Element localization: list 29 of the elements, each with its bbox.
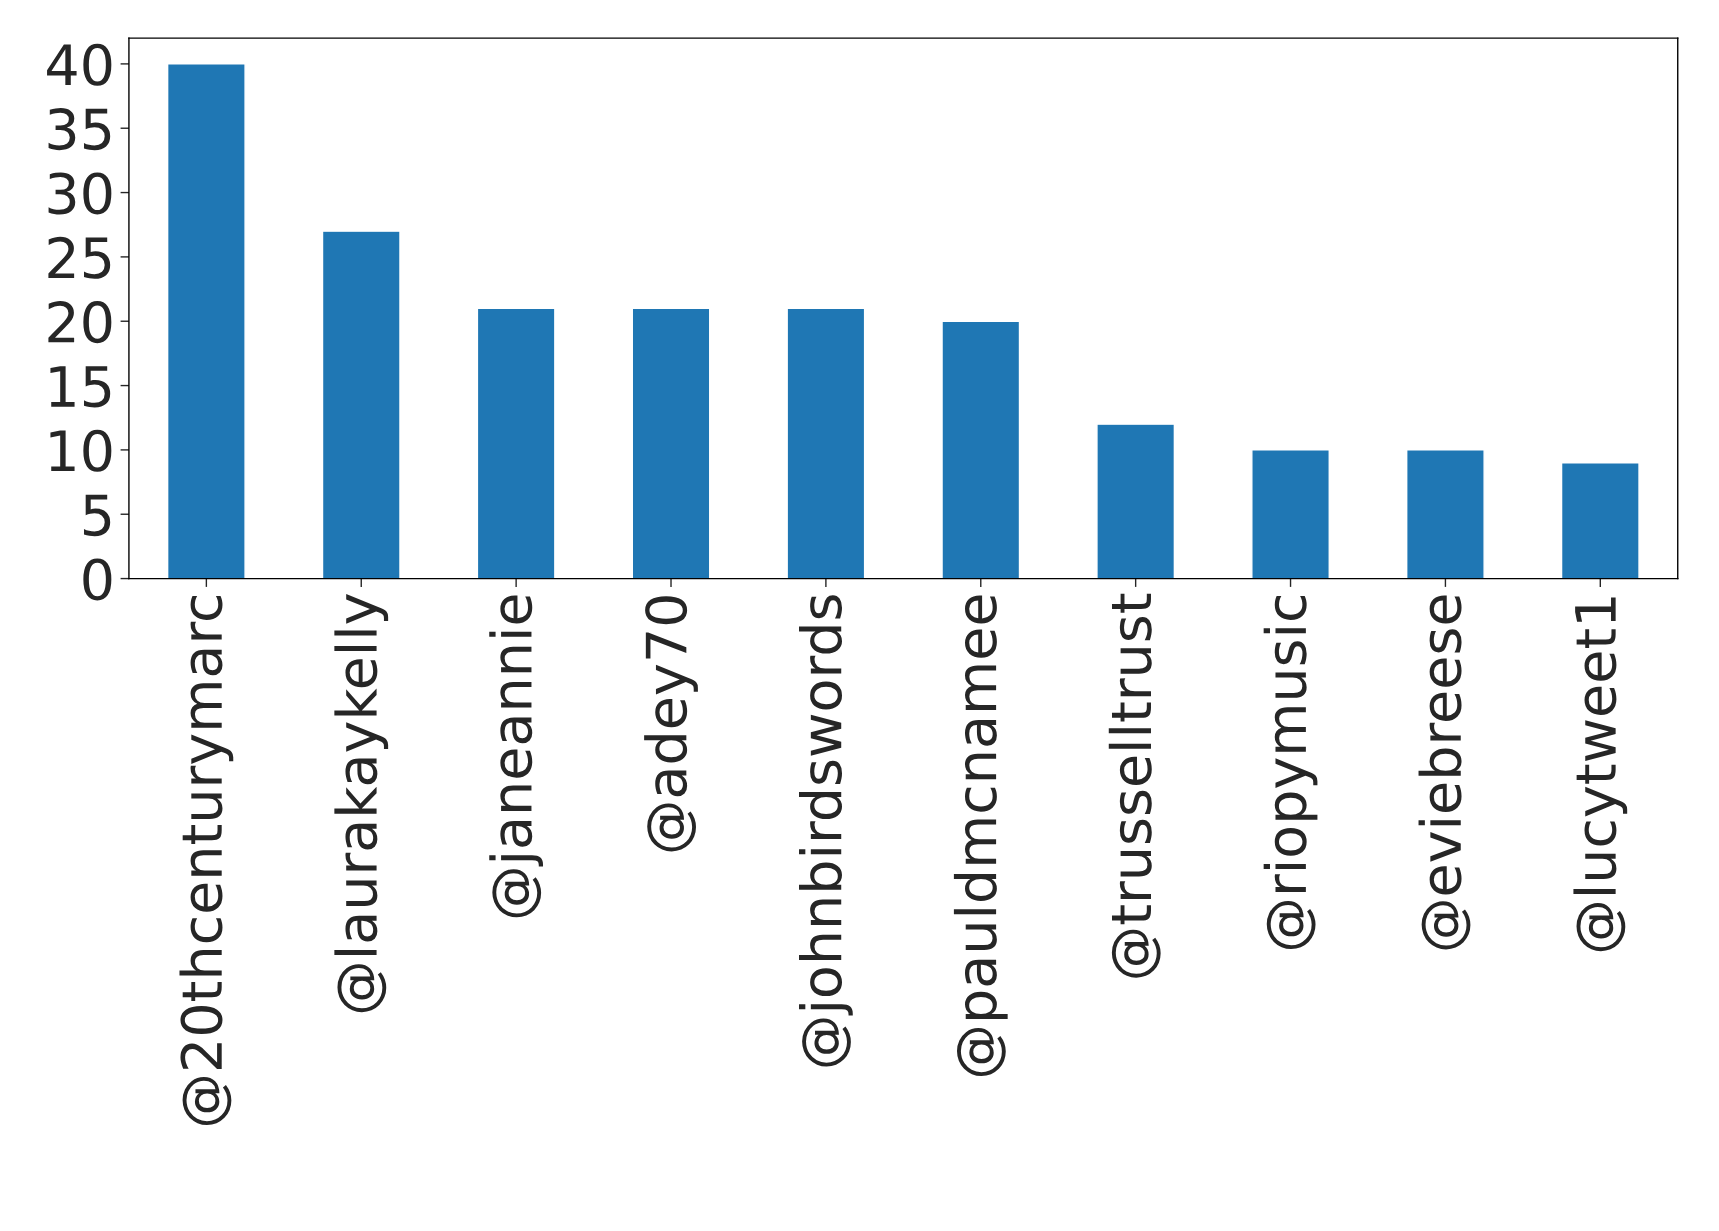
bar	[941, 320, 1021, 579]
y-tick-label: 20	[48, 301, 112, 344]
bar	[1560, 462, 1640, 579]
bar	[166, 63, 246, 579]
y-tick-label: 10	[50, 429, 112, 472]
bar	[1251, 449, 1330, 579]
y-tick-label: 35	[48, 108, 111, 151]
y-tick-label: 40	[47, 43, 112, 86]
y-tick-label: 5	[83, 494, 111, 537]
bar	[631, 307, 711, 579]
x-tick-label: @20thcenturymarc	[179, 595, 234, 1125]
x-tick-label: @lucytweet1	[1573, 597, 1628, 952]
y-tick-label: 25	[48, 236, 111, 279]
x-tick-label: @johnbirdswords	[799, 595, 853, 1067]
bar	[321, 230, 401, 579]
x-tick-label: @eviebreese	[1418, 595, 1471, 950]
bar	[1096, 423, 1176, 579]
y-tick-label: 0	[83, 558, 112, 601]
x-tick-label: @pauldmcnamee	[953, 595, 1008, 1076]
x-tick-label: @adey70	[644, 596, 698, 852]
x-tick-label: @janeannie	[489, 595, 544, 918]
bar	[786, 307, 866, 579]
bar	[476, 307, 556, 579]
x-tick-label: @trusselltrust	[1108, 593, 1161, 978]
y-tick-label: 15	[50, 366, 111, 408]
y-tick-label: 30	[48, 172, 112, 215]
x-tick-label: @laurakaykelly	[334, 594, 389, 1013]
bar	[1406, 449, 1485, 579]
x-tick-label: @riopymusic	[1263, 595, 1318, 950]
